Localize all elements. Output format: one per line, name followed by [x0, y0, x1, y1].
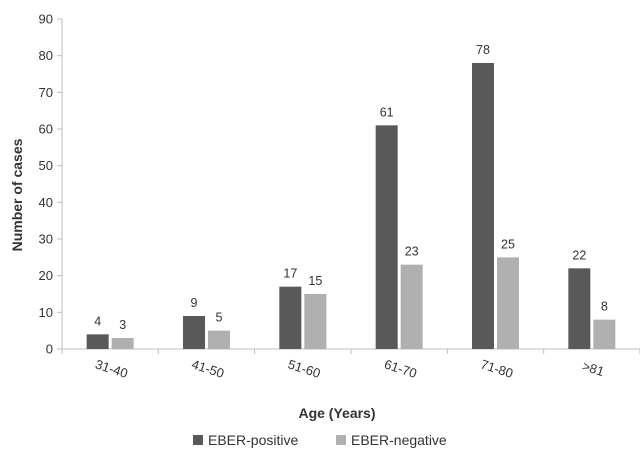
- legend-swatch: [336, 435, 346, 445]
- data-label: 22: [572, 248, 586, 262]
- y-tick-label: 50: [39, 158, 53, 173]
- data-label: 3: [119, 318, 126, 332]
- bar-eber-negative: [593, 319, 616, 349]
- y-tick-label: 90: [39, 12, 53, 27]
- y-tick-label: 30: [39, 232, 53, 247]
- x-category-label: 31-40: [93, 356, 129, 381]
- data-label: 8: [601, 300, 608, 314]
- legend-label: EBER-positive: [208, 432, 298, 448]
- data-label: 25: [501, 237, 515, 251]
- legend: EBER-positive EBER-negative: [193, 432, 447, 448]
- x-category-label: >81: [580, 358, 606, 379]
- y-tick-label: 60: [39, 122, 53, 137]
- data-label: 78: [476, 43, 490, 57]
- bar-eber-positive: [472, 63, 494, 349]
- bar-eber-negative: [497, 257, 519, 349]
- data-label: 15: [308, 274, 322, 288]
- bar-eber-positive: [568, 268, 591, 349]
- bar-eber-negative: [208, 330, 230, 349]
- x-category-label: 41-50: [190, 356, 226, 381]
- data-label: 5: [216, 311, 223, 325]
- x-category-label: 61-70: [382, 356, 418, 381]
- y-tick-label: 70: [39, 85, 53, 100]
- legend-label: EBER-negative: [351, 432, 447, 448]
- bar-eber-negative: [400, 264, 423, 349]
- bar-eber-positive: [183, 316, 205, 349]
- data-label: 4: [94, 314, 101, 328]
- legend-swatch: [193, 435, 203, 445]
- y-tick-label: 0: [46, 342, 53, 357]
- bar-eber-positive: [375, 125, 398, 349]
- y-tick-label: 10: [39, 305, 53, 320]
- bar-eber-positive: [86, 334, 109, 349]
- bar-eber-positive: [279, 286, 302, 349]
- y-axis: 0 10 20 30 40 50 60 70 80 90: [39, 12, 63, 357]
- data-label: 23: [405, 245, 419, 259]
- y-tick-label: 20: [39, 268, 53, 283]
- data-label: 61: [380, 105, 394, 119]
- y-axis-title: Number of cases: [9, 138, 25, 251]
- data-label: 17: [283, 267, 297, 281]
- data-labels: 4 3 9 5 17 15 61 23 78 25 22 8: [94, 43, 608, 332]
- bar-eber-negative: [304, 294, 327, 349]
- bars: [86, 63, 616, 349]
- bar-eber-negative: [111, 338, 134, 349]
- x-axis: 31-40 41-50 51-60 61-70 71-80 >81: [61, 348, 640, 381]
- y-tick-label: 40: [39, 195, 53, 210]
- x-category-label: 51-60: [286, 356, 322, 381]
- data-label: 9: [191, 296, 198, 310]
- x-axis-title: Age (Years): [298, 405, 375, 421]
- x-category-label: 71-80: [479, 356, 515, 381]
- y-tick-label: 80: [39, 48, 53, 63]
